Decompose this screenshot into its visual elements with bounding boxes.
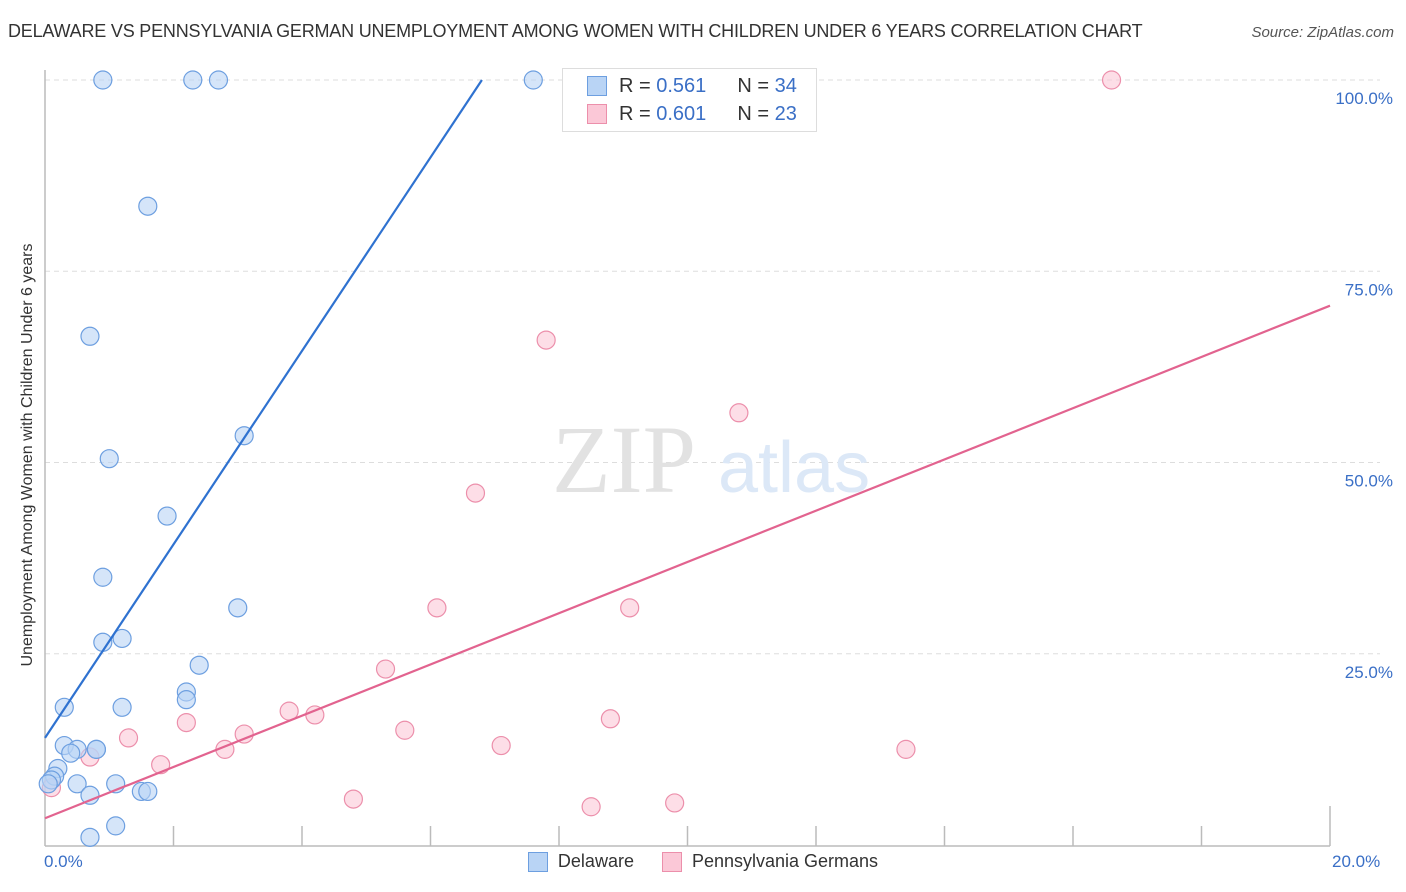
data-point[interactable] [375, 659, 396, 679]
legend-row-delaware: R = 0.561 N = 34 [587, 73, 797, 99]
data-point[interactable] [1101, 70, 1122, 90]
legend-label: Pennsylvania Germans [691, 851, 879, 871]
n-value: 34 [774, 74, 797, 97]
y-axis-tick-labels: 100.0% 75.0% 50.0% 25.0% [1335, 89, 1393, 682]
r-label: R = [619, 74, 651, 97]
trendlines [44, 79, 1331, 820]
legend-label: Delaware [557, 851, 634, 871]
trendline-pennsylvania-germans [44, 304, 1331, 820]
x-axis-ticks [172, 806, 1331, 846]
data-point[interactable] [112, 697, 132, 717]
source-label: Source: ZipAtlas.com [1251, 24, 1394, 41]
data-point[interactable] [67, 774, 87, 794]
data-point[interactable] [138, 781, 158, 802]
data-point[interactable] [61, 743, 81, 763]
series-delaware [38, 70, 543, 847]
r-label: R = [619, 102, 651, 125]
data-point[interactable] [189, 655, 209, 675]
data-point[interactable] [176, 712, 196, 733]
y-tick-label: 100.0% [1335, 89, 1393, 108]
data-point[interactable] [99, 449, 119, 469]
legend-swatch-delaware [587, 76, 607, 96]
watermark: ZIP atlas [552, 406, 870, 513]
data-point[interactable] [523, 70, 543, 90]
data-point[interactable] [208, 70, 229, 90]
correlation-legend: R = 0.561 N = 34 R = 0.601 N = 23 [562, 68, 817, 132]
data-point[interactable] [86, 739, 107, 759]
data-point[interactable] [343, 789, 363, 809]
data-point[interactable] [536, 330, 556, 350]
data-point[interactable] [112, 628, 132, 649]
data-point[interactable] [80, 785, 100, 805]
data-point[interactable] [93, 567, 113, 587]
data-point[interactable] [729, 403, 749, 423]
data-point[interactable] [157, 506, 177, 526]
legend-swatch-delaware [527, 851, 548, 872]
data-point[interactable] [80, 827, 100, 847]
data-point[interactable] [665, 793, 685, 813]
gridlines [45, 79, 1380, 655]
n-label: N = [737, 102, 770, 125]
x-min-label: 0.0% [44, 852, 83, 871]
y-tick-label: 25.0% [1345, 663, 1393, 682]
data-point[interactable] [106, 816, 126, 836]
y-tick-label: 75.0% [1345, 280, 1393, 299]
data-point[interactable] [620, 598, 640, 618]
data-point[interactable] [93, 70, 113, 90]
n-label: N = [737, 74, 770, 97]
r-value: 0.561 [656, 74, 707, 97]
legend-item-pennsylvania-germans[interactable]: Pennsylvania Germans [661, 851, 879, 872]
chart-title: DELAWARE VS PENNSYLVANIA GERMAN UNEMPLOY… [8, 21, 1143, 41]
series-legend: Delaware Pennsylvania Germans [0, 851, 1406, 872]
data-point[interactable] [228, 598, 248, 618]
data-point[interactable] [395, 720, 415, 740]
legend-swatch-pennsylvania-germans [661, 851, 682, 872]
data-point[interactable] [896, 739, 916, 759]
legend-item-delaware[interactable]: Delaware [527, 851, 634, 872]
data-point[interactable] [118, 728, 139, 748]
y-tick-label: 50.0% [1345, 472, 1393, 491]
data-point[interactable] [600, 709, 621, 729]
data-point[interactable] [138, 196, 158, 216]
r-value: 0.601 [656, 102, 707, 125]
data-point[interactable] [183, 70, 203, 90]
data-point[interactable] [465, 483, 486, 503]
legend-swatch-pennsylvania-germans [587, 104, 607, 124]
watermark-atlas: atlas [718, 428, 870, 508]
n-value: 23 [774, 102, 797, 125]
data-point[interactable] [176, 690, 196, 710]
data-point[interactable] [491, 735, 511, 756]
legend-row-pennsylvania-germans: R = 0.601 N = 23 [587, 101, 797, 127]
data-point[interactable] [38, 774, 58, 794]
data-point[interactable] [80, 326, 100, 346]
data-point[interactable] [581, 797, 601, 817]
x-max-label: 20.0% [1332, 852, 1381, 871]
watermark-zip: ZIP [552, 406, 696, 513]
data-point[interactable] [427, 598, 447, 618]
trendline-delaware [44, 79, 483, 739]
